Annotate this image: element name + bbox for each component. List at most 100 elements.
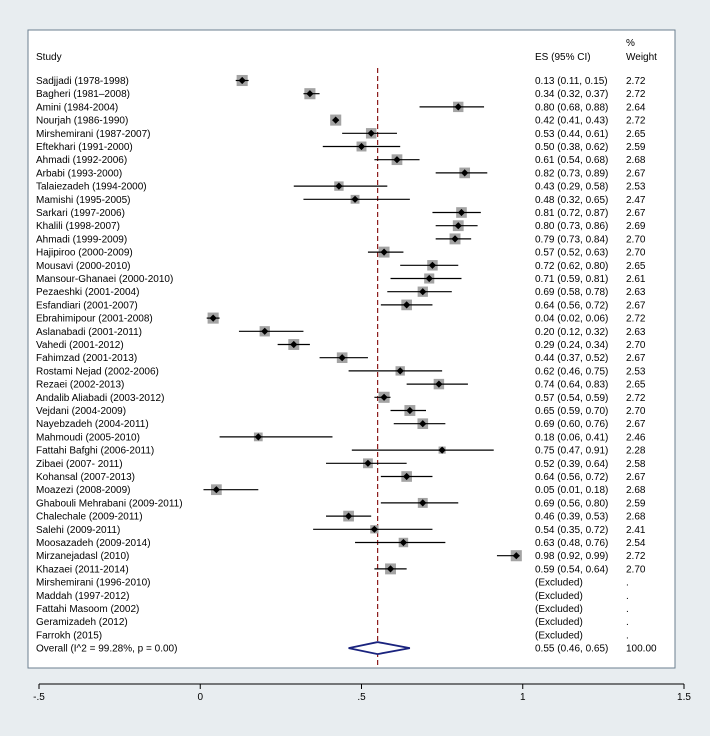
study-point-marker: [335, 182, 343, 190]
study-es-ci: 0.50 (0.38, 0.62): [535, 142, 608, 153]
study-row: Maddah (1997-2012) (Excluded).: [36, 591, 629, 602]
study-row: Fattahi Bafghi (2006-2011) 0.75 (0.47, 0.…: [36, 446, 646, 457]
study-es-ci: 0.18 (0.06, 0.41): [535, 432, 608, 443]
study-point-marker: [238, 76, 246, 85]
study-label: Ahmadi (1999-2009): [36, 234, 127, 245]
study-row: Vahedi (2001-2012) 0.29 (0.24, 0.34) 2.70: [36, 339, 646, 351]
header-weight: Weight: [626, 52, 657, 63]
study-row: Hajipiroo (2000-2009) 0.57 (0.52, 0.63) 2.…: [36, 246, 646, 259]
study-label: Maddah (1997-2012): [36, 591, 129, 602]
study-point-marker: [338, 354, 346, 362]
study-row: Rezaei (2002-2013) 0.74 (0.64, 0.83) 2.65: [36, 378, 646, 391]
study-row: Nayebzadeh (2004-2011) 0.69 (0.60, 0.76) 2…: [36, 418, 646, 430]
study-row: Khazaei (2011-2014) 0.59 (0.54, 0.64) 2.70: [36, 563, 646, 575]
study-row: Ghabouli Mehrabani (2009-2011) 0.69 (0.56…: [36, 497, 646, 509]
overall-es-ci: 0.55 (0.46, 0.65): [535, 644, 608, 655]
study-row: Sadjjadi (1978-1998) 0.13 (0.11, 0.15) 2.7…: [36, 74, 646, 87]
study-es-ci: 0.52 (0.39, 0.64): [535, 459, 608, 470]
study-point-marker: [435, 380, 443, 388]
study-es-ci: 0.64 (0.56, 0.72): [535, 300, 608, 311]
study-es-ci: 0.53 (0.44, 0.61): [535, 129, 608, 140]
x-axis-tick-label: 1.5: [677, 692, 691, 703]
study-row: Mirshemirani (1996-2010) (Excluded).: [36, 578, 629, 589]
study-row: Moazezi (2008-2009) 0.05 (0.01, 0.18) 2.68: [36, 484, 646, 496]
study-row: Farrokh (2015) (Excluded).: [36, 630, 629, 641]
study-weight: 2.70: [626, 340, 646, 351]
study-weight: 2.67: [626, 472, 646, 483]
study-label: Zibaei (2007- 2011): [36, 459, 123, 470]
study-point-marker: [451, 235, 459, 243]
study-row: Ahmadi (1999-2009) 0.79 (0.73, 0.84) 2.70: [36, 233, 646, 245]
study-point-marker: [380, 393, 388, 401]
study-weight: 2.63: [626, 327, 646, 338]
study-weight: 2.65: [626, 261, 646, 272]
study-es-ci: 0.54 (0.35, 0.72): [535, 525, 608, 536]
study-weight: 2.58: [626, 459, 646, 470]
study-weight: 2.47: [626, 195, 646, 206]
x-axis: -.5 0 .5 1 1.5: [33, 683, 691, 703]
study-point-marker: [367, 129, 375, 137]
study-row: Vejdani (2004-2009) 0.65 (0.59, 0.70) 2.70: [36, 405, 646, 417]
overall-label: Overall (I^2 = 99.28%, p = 0.00): [36, 644, 177, 655]
study-label: Vahedi (2001-2012): [36, 340, 124, 351]
study-es-ci: 0.59 (0.54, 0.64): [535, 564, 608, 575]
study-es-ci: 0.46 (0.39, 0.53): [535, 512, 608, 523]
study-es-ci: (Excluded): [535, 617, 583, 628]
study-point-marker: [290, 340, 298, 349]
study-es-ci: 0.63 (0.48, 0.76): [535, 538, 608, 549]
study-row: Mirzanejadasl (2010) 0.98 (0.92, 0.99) 2.7…: [36, 550, 646, 562]
study-weight: 2.65: [626, 380, 646, 391]
study-row: Eftekhari (1991-2000) 0.50 (0.38, 0.62) 2.…: [36, 141, 646, 153]
study-point-marker: [254, 433, 262, 441]
study-row: Kohansal (2007-2013) 0.64 (0.56, 0.72) 2.6…: [36, 471, 646, 483]
study-row: Khalili (1998-2007) 0.80 (0.73, 0.86) 2.69: [36, 220, 646, 232]
study-row: Geramizadeh (2012) (Excluded).: [36, 617, 629, 628]
study-es-ci: 0.42 (0.41, 0.43): [535, 116, 608, 127]
study-row: Fahimzad (2001-2013) 0.44 (0.37, 0.52) 2.6…: [36, 352, 646, 364]
study-point-marker: [403, 472, 411, 481]
study-label: Eftekhari (1991-2000): [36, 142, 133, 153]
study-weight: 2.46: [626, 432, 646, 443]
study-label: Ghabouli Mehrabani (2009-2011): [36, 498, 183, 509]
study-point-marker: [345, 512, 353, 520]
study-row: Sarkari (1997-2006) 0.81 (0.72, 0.87) 2.67: [36, 207, 646, 219]
study-weight: 2.72: [626, 116, 646, 127]
study-row: Salehi (2009-2011) 0.54 (0.35, 0.72) 2.41: [36, 525, 646, 536]
study-weight: .: [626, 591, 629, 602]
study-weight: 2.72: [626, 89, 646, 100]
study-row: Amini (1984-2004) 0.80 (0.68, 0.88) 2.64: [36, 101, 646, 113]
study-es-ci: 0.65 (0.59, 0.70): [535, 406, 608, 417]
study-es-ci: 0.29 (0.24, 0.34): [535, 340, 608, 351]
study-weight: 2.68: [626, 155, 646, 166]
study-point-marker: [209, 314, 217, 322]
study-label: Khalili (1998-2007): [36, 221, 120, 232]
study-es-ci: 0.04 (0.02, 0.06): [535, 314, 608, 325]
study-weight: 2.69: [626, 221, 646, 232]
study-es-ci: (Excluded): [535, 578, 583, 589]
study-weight: 2.72: [626, 314, 646, 325]
study-label: Rezaei (2002-2013): [36, 380, 124, 391]
study-weight: 2.67: [626, 353, 646, 364]
study-label: Fahimzad (2001-2013): [36, 353, 137, 364]
overall-row: Overall (I^2 = 99.28%, p = 0.00) 0.55 (0.…: [36, 641, 657, 656]
study-es-ci: 0.98 (0.92, 0.99): [535, 551, 608, 562]
study-weight: 2.67: [626, 168, 646, 179]
study-label: Hajipiroo (2000-2009): [36, 248, 133, 259]
study-row: Esfandiari (2001-2007) 0.64 (0.56, 0.72) 2…: [36, 299, 646, 311]
study-point-marker: [212, 486, 220, 494]
header-weight-pct: %: [626, 38, 635, 49]
study-weight: 2.72: [626, 76, 646, 87]
study-row: Mansour-Ghanaei (2000-2010) 0.71 (0.59, 0…: [36, 273, 646, 285]
study-row: Aslanabadi (2001-2011) 0.20 (0.12, 0.32) 2…: [36, 326, 646, 338]
study-point-marker: [399, 538, 408, 547]
study-label: Aslanabadi (2001-2011): [36, 327, 142, 338]
study-weight: 2.65: [626, 129, 646, 140]
study-row: Talaiezadeh (1994-2000) 0.43 (0.29, 0.58)…: [36, 181, 646, 193]
study-weight: 2.68: [626, 512, 646, 523]
study-es-ci: 0.43 (0.29, 0.58): [535, 182, 608, 193]
study-point-marker: [306, 90, 314, 98]
study-point-marker: [419, 499, 427, 507]
study-weight: 2.67: [626, 300, 646, 311]
study-label: Farrokh (2015): [36, 630, 102, 641]
